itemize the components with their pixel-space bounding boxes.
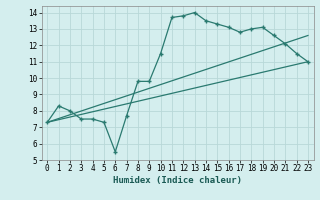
X-axis label: Humidex (Indice chaleur): Humidex (Indice chaleur) — [113, 176, 242, 185]
